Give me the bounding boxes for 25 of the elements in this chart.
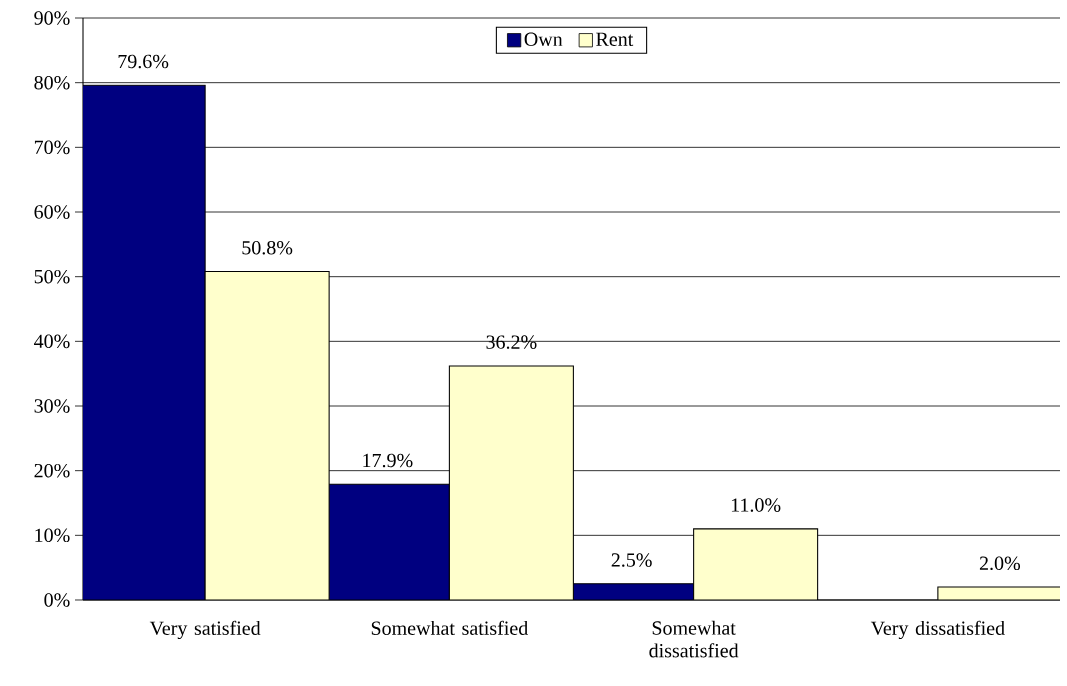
legend-label: Own — [524, 32, 563, 47]
y-tick-label: 70% — [34, 140, 70, 155]
bar — [204, 270, 330, 600]
x-tick-label: Very satisfied — [149, 620, 261, 640]
y-tick-label: 50% — [34, 269, 70, 284]
data-label: 2.5% — [611, 553, 652, 567]
bar — [693, 528, 819, 600]
data-label: 2.0% — [979, 556, 1021, 571]
x-tick-label: Very dissatisfied — [870, 620, 1005, 640]
data-label: 17.9% — [363, 453, 413, 468]
x-tick-label: Somewhat dissatisfied — [649, 620, 739, 658]
y-tick-label: 90% — [34, 11, 70, 25]
legend-label: Rent — [596, 32, 634, 46]
y-tick-label: 40% — [34, 334, 70, 349]
y-tick-label: 20% — [34, 463, 70, 478]
bar — [448, 365, 574, 600]
data-label: 50.8% — [242, 240, 293, 255]
y-tick-label: 30% — [34, 399, 70, 413]
y-tick-label: 60% — [34, 205, 70, 219]
y-tick-label: 0% — [44, 593, 70, 607]
x-tick-label: Somewhat satisfied — [371, 620, 529, 635]
data-label: 11.0% — [731, 498, 781, 512]
y-tick-label: 10% — [35, 528, 70, 543]
y-tick-label: 80% — [34, 75, 70, 90]
data-label: 79.6% — [118, 54, 169, 69]
